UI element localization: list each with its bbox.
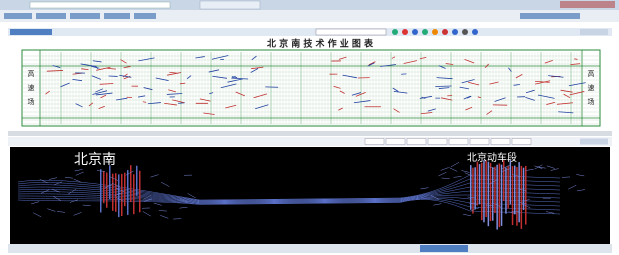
track-block (496, 165, 498, 230)
toolbar-button[interactable] (4, 13, 32, 19)
icon-button[interactable] (442, 29, 448, 35)
browser-tab[interactable] (200, 1, 260, 9)
track-block (494, 167, 496, 213)
screen: 北 京 南 技 术 作 业 图 表 高速场高速场 北京南 北京动车段 (0, 0, 619, 255)
track-block (510, 160, 512, 204)
map-button[interactable] (580, 139, 608, 145)
map-button[interactable] (428, 139, 447, 145)
side-label: 高 (28, 69, 35, 78)
icon-button[interactable] (392, 29, 398, 35)
station-label: 北京南 (74, 152, 116, 168)
track-block (136, 166, 138, 196)
map-button[interactable] (407, 139, 426, 145)
track-block (485, 160, 487, 217)
icon-button[interactable] (412, 29, 418, 35)
map-button[interactable] (365, 139, 384, 145)
map-button[interactable] (512, 139, 531, 145)
panel-header (8, 28, 612, 36)
toolbar-button[interactable] (70, 13, 100, 19)
chart-title: 北 京 南 技 术 作 业 图 表 (267, 38, 374, 50)
track-block (488, 162, 490, 226)
address-box[interactable] (30, 2, 170, 8)
track-block (490, 163, 492, 221)
track-block (127, 170, 129, 215)
track-block (477, 162, 479, 206)
side-label: 场 (588, 97, 595, 106)
map-button[interactable] (470, 139, 489, 145)
track-block (483, 160, 485, 222)
track-block (479, 164, 481, 204)
track-block (139, 171, 141, 213)
side-label: 高 (588, 69, 595, 78)
toolbar-button[interactable] (520, 13, 580, 19)
track-block (505, 167, 507, 213)
track-block (507, 166, 509, 209)
track-block (109, 165, 111, 199)
track-block (481, 163, 483, 220)
track-block (525, 166, 527, 225)
track-block (133, 174, 135, 214)
operation-line (435, 86, 451, 87)
track-block (118, 174, 120, 217)
track-block (472, 168, 474, 214)
map-button[interactable] (386, 139, 405, 145)
map-button[interactable] (449, 139, 468, 145)
operation-line (574, 59, 577, 60)
track-block (124, 173, 126, 206)
track-block (470, 165, 472, 210)
status-bar (8, 244, 612, 253)
icon-button[interactable] (452, 29, 458, 35)
track-block (474, 167, 476, 209)
icon-button[interactable] (580, 29, 608, 35)
track-block (121, 174, 123, 216)
toolbar-button[interactable] (36, 13, 66, 19)
track-block (130, 165, 132, 202)
track-block (501, 165, 503, 226)
side-label: 速 (28, 84, 35, 92)
panel-tab[interactable] (10, 29, 52, 35)
toolbar-button[interactable] (134, 13, 156, 19)
icon-button[interactable] (422, 29, 428, 35)
track-block (492, 167, 494, 220)
track-block (112, 174, 114, 211)
select-box[interactable] (316, 29, 386, 35)
track-block (100, 169, 102, 212)
station-label: 北京动车段 (467, 151, 517, 164)
track-block (503, 160, 505, 201)
toolbar-button[interactable] (104, 13, 130, 19)
map-button[interactable] (491, 139, 510, 145)
icon-button[interactable] (432, 29, 438, 35)
track-block (106, 173, 108, 208)
icon-button[interactable] (472, 29, 478, 35)
splitter[interactable] (8, 131, 612, 136)
side-label: 速 (588, 84, 595, 92)
side-label: 场 (28, 97, 35, 106)
track-block (499, 163, 501, 227)
icon-button[interactable] (402, 29, 408, 35)
window-buttons[interactable] (560, 1, 615, 8)
track-block (514, 166, 516, 215)
track-block (521, 166, 523, 229)
status-item (420, 245, 468, 252)
icon-button[interactable] (462, 29, 468, 35)
track-block (103, 171, 105, 203)
track-block (518, 162, 520, 222)
